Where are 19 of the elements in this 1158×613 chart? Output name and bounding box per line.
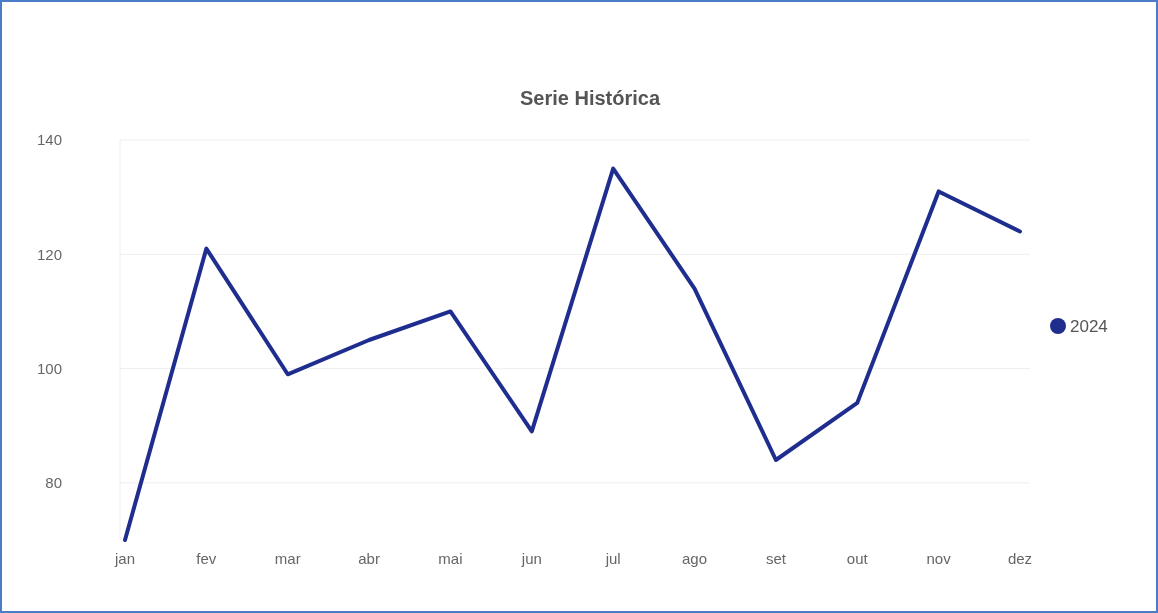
x-tick-label: out [846,550,869,567]
x-tick-label: dez [1007,550,1033,567]
x-tick-label: abr [358,550,380,567]
x-tick-label: set [765,550,787,567]
x-tick-label: fev [196,550,217,567]
x-tick-label: mai [438,550,463,567]
x-tick-label: jun [520,550,542,567]
x-tick-label: nov [926,550,952,567]
y-tick-label: 100 [36,359,62,377]
y-tick-label: 80 [45,474,62,492]
chart-title: Serie Histórica [519,87,661,109]
y-tick-label: 140 [36,131,62,149]
x-tick-label: ago [682,550,708,567]
x-tick-label: jan [113,550,136,567]
x-tick-label: jul [604,550,621,567]
x-tick-label: mar [274,550,301,567]
legend-label: 2024 [1070,316,1108,336]
y-tick-label: 120 [36,245,62,263]
line-series [123,166,1022,542]
